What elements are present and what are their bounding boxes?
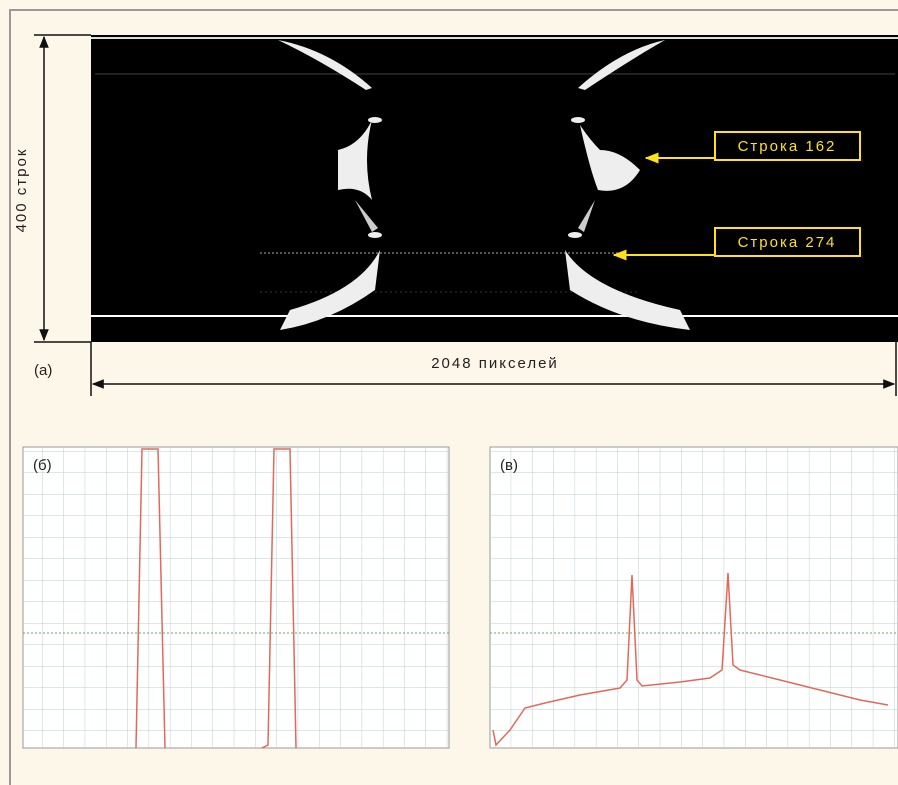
panel-label: (в) xyxy=(500,457,518,474)
profile-plot xyxy=(490,447,898,748)
panel-label: (б) xyxy=(33,457,52,474)
rows-label: 400 строк xyxy=(13,148,30,233)
profile-plot xyxy=(23,447,449,748)
callout-label: Строка 274 xyxy=(738,234,837,251)
figure: 400 строк 2048 пикселей (а) Строка 162 С… xyxy=(0,0,898,785)
pixels-label: 2048 пикселей xyxy=(431,355,559,372)
callout-label: Строка 162 xyxy=(738,138,837,155)
panel-label: (а) xyxy=(34,362,52,379)
scan-image xyxy=(91,35,898,342)
